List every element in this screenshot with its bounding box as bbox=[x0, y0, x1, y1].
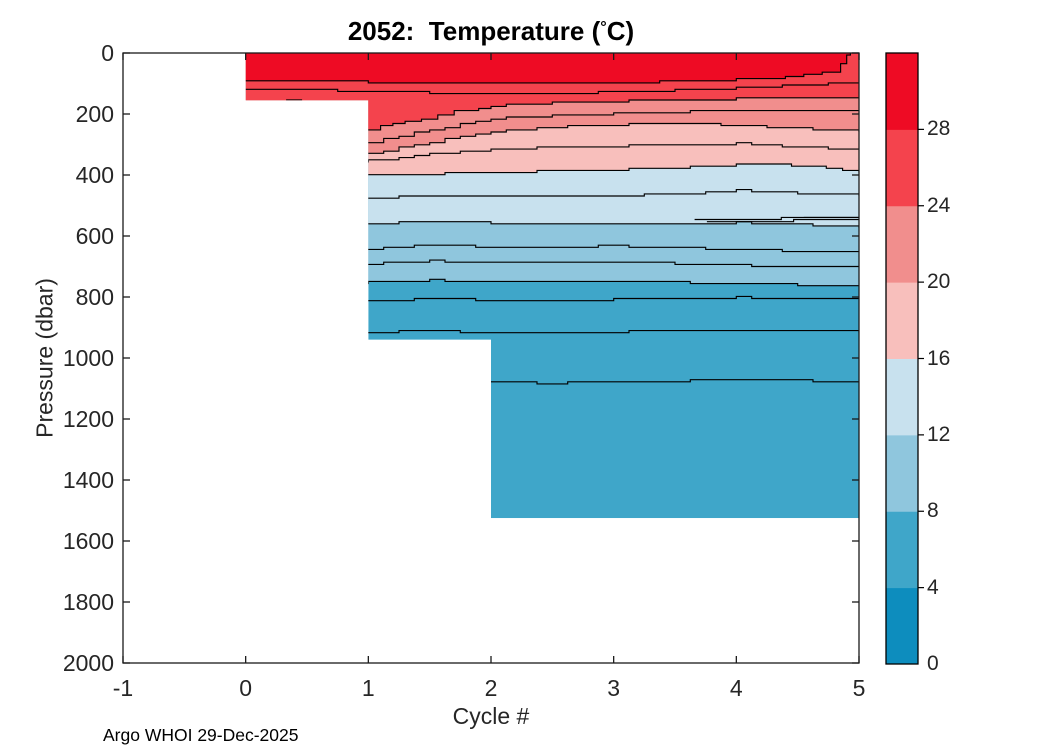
y-tick-label-600: 600 bbox=[75, 223, 114, 249]
x-tick-label-1: 1 bbox=[361, 675, 375, 701]
plot-title-unit: C) bbox=[606, 16, 635, 46]
x-axis-label: Cycle # bbox=[452, 703, 530, 729]
y-tick-label-1400: 1400 bbox=[62, 467, 114, 493]
colorbar-band-24-28 bbox=[886, 129, 918, 207]
degree-symbol: ° bbox=[600, 18, 607, 37]
y-tick-label-400: 400 bbox=[75, 162, 114, 188]
axes-box bbox=[122, 52, 860, 664]
y-tick-label-0: 0 bbox=[101, 40, 114, 66]
x-tick-label-2: 2 bbox=[484, 675, 498, 701]
y-tick-label-1800: 1800 bbox=[62, 589, 114, 615]
footer-annotation: Argo WHOI 29-Dec-2025 bbox=[103, 725, 299, 745]
y-tick-label-1600: 1600 bbox=[62, 528, 114, 554]
colorbar-band-8-12 bbox=[886, 434, 918, 512]
colorbar-tick-label-20: 20 bbox=[927, 270, 951, 294]
plot-title: 2052: Temperature (°C) bbox=[123, 16, 859, 50]
colorbar-band-0-4 bbox=[886, 587, 918, 665]
colorbar-band-28-32 bbox=[886, 53, 918, 130]
colorbar-band-4-8 bbox=[886, 511, 918, 589]
contour-line-28 bbox=[245, 53, 851, 84]
contour-line-fragment-1 bbox=[706, 218, 859, 223]
colorbar-tick-label-28: 28 bbox=[927, 117, 951, 141]
y-tick-label-1000: 1000 bbox=[62, 345, 114, 371]
x-tick-label-0: 0 bbox=[239, 675, 253, 701]
plot-title-text: 2052: Temperature ( bbox=[347, 16, 601, 46]
colorbar-band-12-16 bbox=[886, 358, 918, 436]
y-tick-label-800: 800 bbox=[75, 284, 114, 310]
colorbar-tick-label-24: 24 bbox=[927, 193, 951, 217]
colorbar-tick-label-0: 0 bbox=[927, 652, 939, 675]
x-tick-label-4: 4 bbox=[729, 675, 743, 701]
y-tick-label-2000: 2000 bbox=[62, 650, 114, 676]
colorbar-band-20-24 bbox=[886, 205, 918, 283]
colorbar-tick-label-8: 8 bbox=[927, 499, 939, 523]
contour-fill-layer bbox=[245, 53, 859, 519]
contour-line-24 bbox=[245, 97, 859, 133]
colorbar bbox=[885, 52, 924, 665]
x-tick-label-5: 5 bbox=[852, 675, 866, 701]
contour-line-26 bbox=[245, 82, 859, 95]
colorbar-band-16-20 bbox=[886, 282, 918, 359]
colorbar-tick-label-12: 12 bbox=[927, 422, 951, 446]
x-tick-label--1: -1 bbox=[112, 675, 134, 701]
colorbar-tick-label-16: 16 bbox=[927, 346, 951, 370]
x-tick-label-3: 3 bbox=[607, 675, 621, 701]
fill-band-28 bbox=[245, 53, 851, 83]
y-tick-label-200: 200 bbox=[75, 101, 114, 127]
y-tick-label-1200: 1200 bbox=[62, 406, 114, 432]
colorbar-tick-label-4: 4 bbox=[927, 575, 939, 599]
